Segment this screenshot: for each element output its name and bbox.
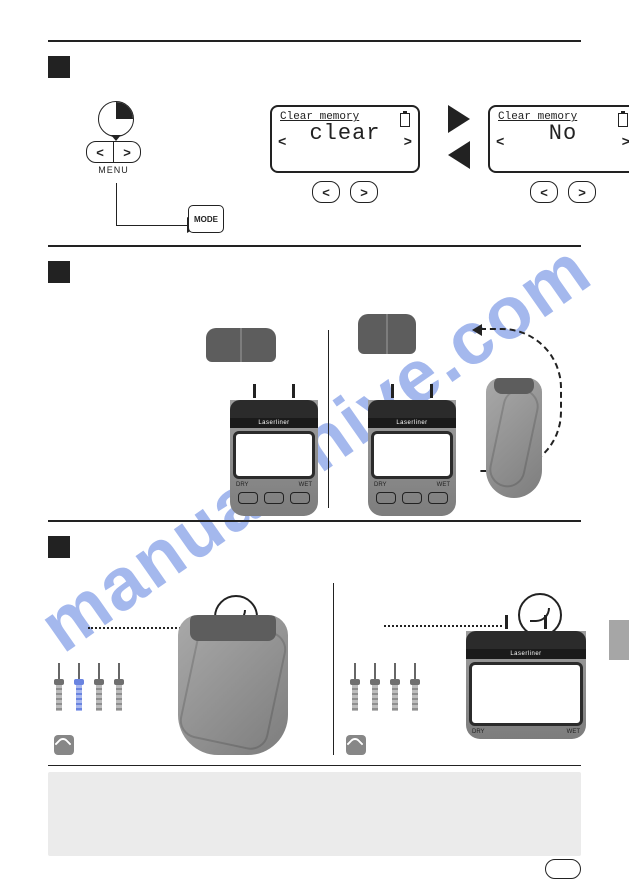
replacement-probe	[408, 663, 422, 711]
content-area: < > MENU MODE Clear memory < clear > < >	[0, 0, 629, 856]
section-10-divider	[333, 583, 334, 755]
dry-label: DRY	[472, 729, 485, 735]
lcd-no: Clear memory < No > < >	[488, 105, 629, 203]
lcd-right-caret: >	[622, 135, 629, 151]
battery-icon	[400, 113, 410, 127]
hammer-probe-left	[178, 615, 288, 755]
hold-timer-icon	[98, 101, 134, 137]
lcd-nav-1: < >	[270, 181, 420, 203]
section-9-divider	[328, 330, 329, 508]
replacement-probe-highlight	[72, 663, 86, 711]
battery-icon	[618, 113, 628, 127]
menu-entry-diagram: < > MENU	[68, 101, 141, 175]
next-button[interactable]: >	[114, 141, 141, 163]
mode-button[interactable]: MODE	[188, 205, 224, 233]
wrench-icon	[346, 735, 366, 755]
device-brand: Laserliner	[368, 418, 456, 428]
nav-button-pair: < >	[86, 141, 141, 163]
replacement-probe	[112, 663, 126, 711]
probe-pins	[466, 615, 586, 631]
toggle-arrows	[448, 105, 470, 169]
lcd-nav-2: < >	[488, 181, 629, 203]
wet-label: WET	[299, 482, 312, 488]
cap-closed	[206, 328, 276, 362]
hammer-probe-illustration	[486, 378, 542, 498]
section-bullet-9	[48, 261, 70, 283]
rule-9-end	[48, 520, 581, 522]
arrow-left-icon	[448, 141, 470, 169]
hammer-probe-illustration	[178, 615, 288, 755]
dry-label: DRY	[236, 482, 249, 488]
wood-handle-accessory	[486, 378, 542, 498]
wet-label: WET	[437, 482, 450, 488]
device-capped: Laserliner DRY WET	[230, 384, 318, 516]
lcd-right-caret: >	[404, 135, 412, 151]
rule-10-end	[48, 765, 581, 766]
wet-label: WET	[567, 729, 580, 735]
section-bullet-10	[48, 536, 70, 558]
moisture-meter-illustration: Laserliner DRY WET	[368, 384, 456, 516]
lcd-value-2: No	[498, 121, 628, 146]
lcd-screen-2: Clear memory < No >	[488, 105, 629, 173]
info-note-box	[48, 772, 581, 856]
device-open: Laserliner DRY WET	[368, 384, 456, 516]
cap-lifted	[358, 314, 416, 354]
arrow-right-icon	[448, 105, 470, 133]
replacement-probe	[52, 663, 66, 711]
moisture-meter-illustration: Laserliner DRY WET	[230, 384, 318, 516]
replacement-probe	[388, 663, 402, 711]
spare-probes-left	[52, 663, 126, 711]
section-10: Laserliner DRYWET	[48, 575, 581, 765]
protective-cap-icon	[358, 314, 416, 354]
lcd-left-caret: <	[278, 135, 286, 151]
device-brand: Laserliner	[230, 418, 318, 428]
rule-top	[48, 40, 581, 42]
probe-pins	[368, 384, 456, 400]
moisture-meter-illustration: Laserliner DRY WET	[466, 615, 586, 739]
lcd-screen-1: Clear memory < clear >	[270, 105, 420, 173]
spare-probes-right	[348, 663, 422, 711]
dry-label: DRY	[374, 482, 387, 488]
prev-button[interactable]: <	[312, 181, 340, 203]
device-probe-swap: Laserliner DRY WET	[466, 615, 586, 739]
prev-button[interactable]: <	[86, 141, 114, 163]
lcd-left-caret: <	[496, 135, 504, 151]
flow-elbow-arrow	[116, 183, 187, 226]
next-button[interactable]: >	[568, 181, 596, 203]
section-bullet-8	[48, 56, 70, 78]
replacement-probe	[92, 663, 106, 711]
tool-note-icon-right	[346, 735, 366, 755]
section-9: Laserliner DRY WET Laserliner DRY WET	[48, 300, 581, 520]
rule-8-end	[48, 245, 581, 247]
device-brand: Laserliner	[466, 649, 586, 659]
section-8: < > MENU MODE Clear memory < clear > < >	[48, 95, 581, 245]
menu-label: MENU	[86, 165, 141, 175]
next-button[interactable]: >	[350, 181, 378, 203]
prev-button[interactable]: <	[530, 181, 558, 203]
tool-note-icon-left	[54, 735, 74, 755]
probe-pins	[230, 384, 318, 400]
wrench-icon	[54, 735, 74, 755]
lcd-value-1: clear	[280, 121, 410, 146]
replacement-probe	[368, 663, 382, 711]
protective-cap-icon	[206, 328, 276, 362]
dotted-leader-left	[88, 627, 188, 629]
page-number-oval	[545, 859, 581, 879]
page: manualshive.com < > MENU MODE Clear memo…	[0, 0, 629, 893]
replacement-probe	[348, 663, 362, 711]
lcd-clear: Clear memory < clear > < >	[270, 105, 420, 203]
